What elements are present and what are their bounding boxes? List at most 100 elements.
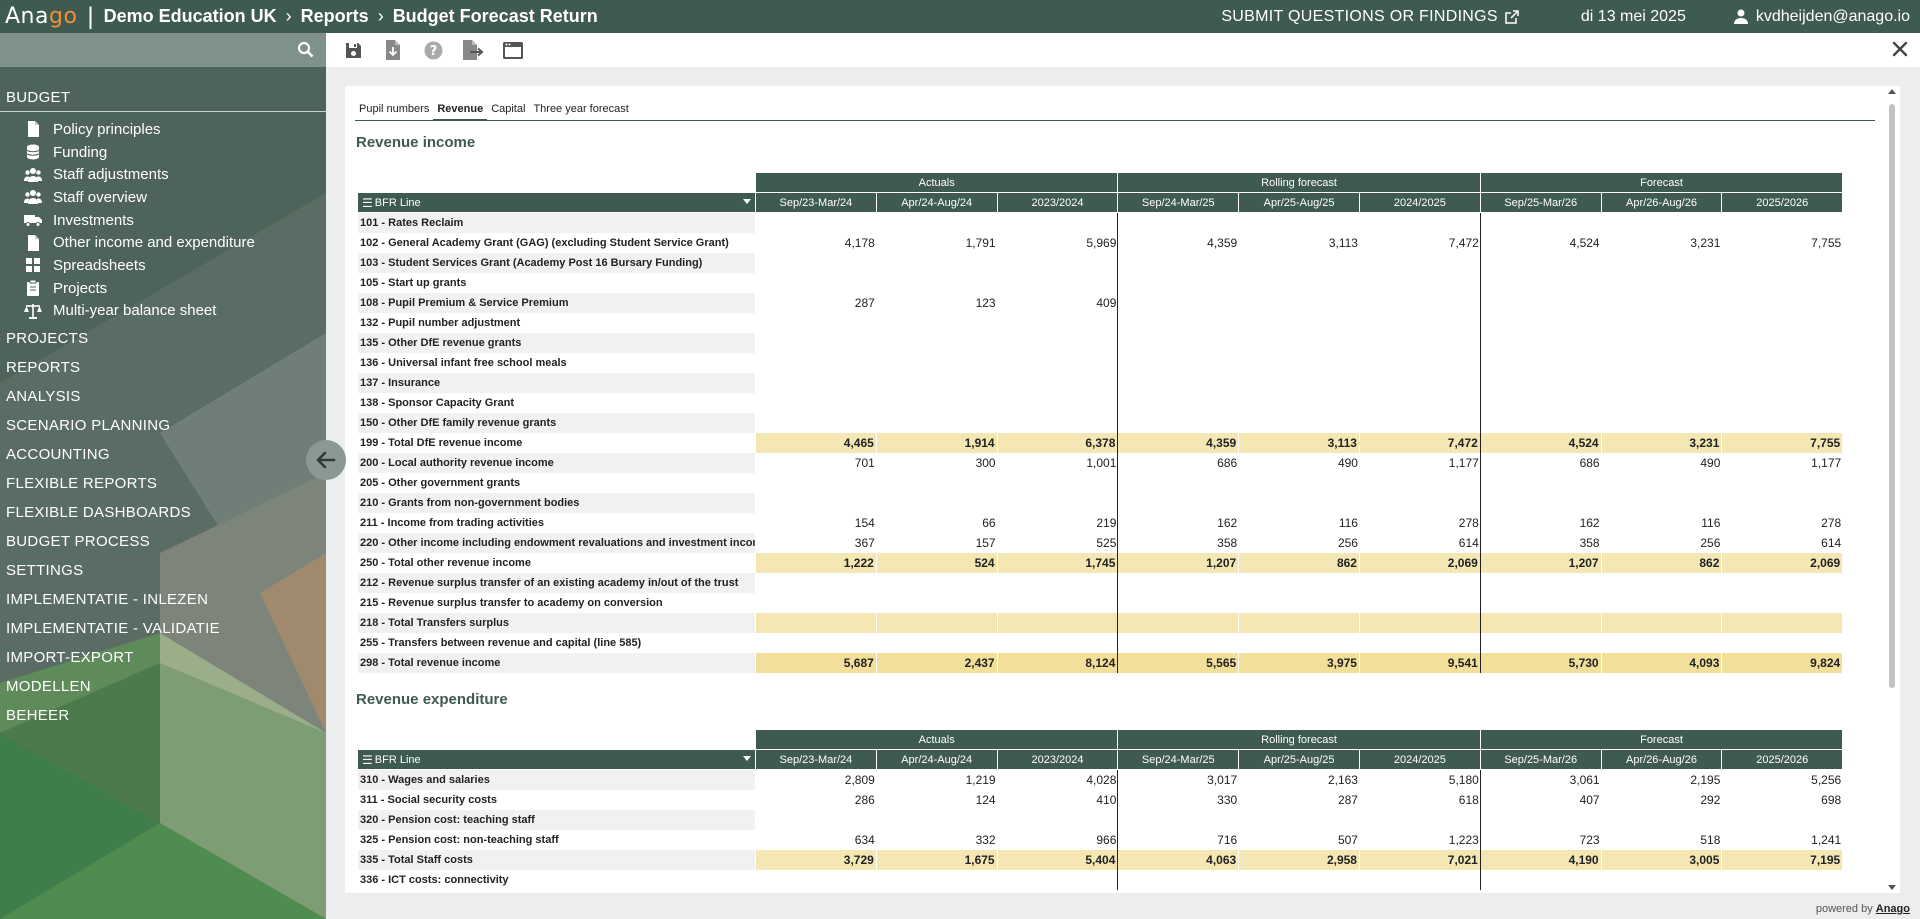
table-cell[interactable] [1481, 413, 1602, 433]
table-cell[interactable]: 162 [1217, 516, 1238, 530]
nav-item-policy-principles[interactable]: Policy principles [0, 118, 326, 141]
table-cell[interactable] [1481, 633, 1602, 653]
table-cell[interactable] [1118, 633, 1239, 653]
table-cell[interactable]: 2,163 [1327, 773, 1358, 787]
search-icon[interactable] [297, 41, 314, 58]
window-button[interactable] [493, 33, 533, 67]
nav-item-other-income[interactable]: Other income and expenditure [0, 231, 326, 254]
table-cell[interactable]: 367 [854, 536, 875, 550]
nav-section-scenario-planning[interactable]: SCENARIO PLANNING [6, 417, 171, 435]
table-cell[interactable] [1118, 333, 1239, 353]
table-cell[interactable] [998, 633, 1119, 653]
download-button[interactable] [373, 33, 413, 67]
table-cell[interactable] [1722, 493, 1843, 513]
table-cell[interactable] [1481, 273, 1602, 293]
table-cell[interactable]: 7,472 [1360, 433, 1481, 453]
table-cell[interactable] [756, 473, 877, 493]
table-cell[interactable]: 1,219 [965, 773, 996, 787]
table-cell[interactable] [1239, 810, 1360, 830]
table-cell[interactable] [1722, 810, 1843, 830]
table-cell[interactable]: 1,914 [876, 433, 998, 453]
table-cell[interactable] [877, 870, 998, 890]
table-cell[interactable]: 4,178 [844, 236, 875, 250]
powered-brand-link[interactable]: Anago [1875, 903, 1910, 915]
table-cell[interactable] [1360, 870, 1481, 890]
table-cell[interactable]: 1,745 [997, 553, 1119, 573]
table-cell[interactable]: 4,359 [1207, 236, 1238, 250]
table-cell[interactable] [1481, 593, 1602, 613]
table-cell[interactable] [1722, 413, 1843, 433]
nav-section-projects[interactable]: PROJECTS [6, 330, 89, 348]
table-cell[interactable] [1360, 493, 1481, 513]
table-cell[interactable] [1722, 633, 1843, 653]
table-cell[interactable]: 256 [1337, 536, 1358, 550]
scroll-thumb[interactable] [1889, 104, 1895, 688]
nav-item-staff-overview[interactable]: Staff overview [0, 186, 326, 209]
table-cell[interactable] [1360, 593, 1481, 613]
table-cell[interactable] [1602, 353, 1723, 373]
table-cell[interactable] [1239, 333, 1360, 353]
table-cell[interactable]: 154 [854, 516, 875, 530]
table-cell[interactable]: 1,177 [1448, 456, 1479, 470]
table-cell[interactable] [1722, 213, 1843, 233]
table-cell[interactable]: 278 [1821, 516, 1842, 530]
nav-section-modellen[interactable]: MODELLEN [6, 678, 91, 696]
table-cell[interactable] [877, 253, 998, 273]
table-cell[interactable] [877, 393, 998, 413]
table-cell[interactable]: 9,824 [1722, 653, 1844, 673]
table-cell[interactable]: 7,021 [1360, 850, 1481, 870]
table-cell[interactable]: 2,809 [844, 773, 875, 787]
table-cell[interactable] [1118, 213, 1239, 233]
table-cell[interactable] [756, 593, 877, 613]
nav-section-implementatie-validatie[interactable]: IMPLEMENTATIE - VALIDATIE [6, 620, 220, 638]
table-cell[interactable]: 66 [982, 516, 996, 530]
table-cell[interactable]: 8,124 [997, 653, 1119, 673]
nav-section-import-export[interactable]: IMPORT-EXPORT [6, 649, 134, 667]
table-cell[interactable] [1239, 593, 1360, 613]
table-cell[interactable] [756, 273, 877, 293]
table-cell[interactable] [1602, 273, 1723, 293]
table-cell[interactable]: 292 [1700, 793, 1721, 807]
table-cell[interactable]: 3,975 [1239, 653, 1360, 673]
table-cell[interactable]: 3,113 [1328, 236, 1358, 250]
user-menu[interactable]: kvdheijden@anago.io [1733, 8, 1910, 26]
table-cell[interactable] [1360, 613, 1481, 633]
table-cell[interactable]: 1,177 [1811, 456, 1842, 470]
table-cell[interactable]: 278 [1458, 516, 1479, 530]
table-cell[interactable] [1118, 353, 1239, 373]
tab-three-year-forecast[interactable]: Three year forecast [533, 103, 629, 115]
table-cell[interactable] [877, 373, 998, 393]
table-cell[interactable] [1239, 373, 1360, 393]
table-cell[interactable] [756, 493, 877, 513]
table-cell[interactable]: 7,755 [1722, 433, 1844, 453]
bfr-line-column-header[interactable]: ☰ BFR Line [358, 193, 755, 212]
table-cell[interactable]: 4,190 [1480, 850, 1602, 870]
table-cell[interactable]: 6,378 [997, 433, 1119, 453]
table-cell[interactable]: 4,465 [756, 433, 877, 453]
nav-item-spreadsheets[interactable]: Spreadsheets [0, 254, 326, 277]
table-cell[interactable]: 332 [975, 833, 996, 847]
table-cell[interactable]: 162 [1579, 516, 1600, 530]
table-cell[interactable]: 5,256 [1811, 773, 1842, 787]
table-cell[interactable] [998, 353, 1119, 373]
table-cell[interactable] [877, 593, 998, 613]
table-cell[interactable]: 4,359 [1118, 433, 1240, 453]
table-cell[interactable] [1239, 573, 1360, 593]
table-cell[interactable] [876, 613, 998, 633]
table-cell[interactable] [1118, 613, 1240, 633]
table-cell[interactable]: 5,969 [1086, 236, 1117, 250]
bfr-line-column-header[interactable]: ☰ BFR Line [358, 750, 755, 769]
table-cell[interactable] [756, 373, 877, 393]
vertical-scrollbar[interactable] [1888, 86, 1896, 893]
table-cell[interactable] [1118, 493, 1239, 513]
table-cell[interactable]: 716 [1217, 833, 1238, 847]
table-cell[interactable]: 3,231 [1601, 433, 1723, 453]
table-cell[interactable]: 614 [1458, 536, 1479, 550]
table-cell[interactable] [1481, 573, 1602, 593]
table-cell[interactable]: 219 [1096, 516, 1117, 530]
table-cell[interactable]: 4,093 [1601, 653, 1723, 673]
table-cell[interactable]: 4,063 [1118, 850, 1240, 870]
anago-logo[interactable]: Anago [5, 4, 78, 29]
table-cell[interactable]: 525 [1096, 536, 1117, 550]
nav-section-beheer[interactable]: BEHEER [6, 707, 70, 725]
